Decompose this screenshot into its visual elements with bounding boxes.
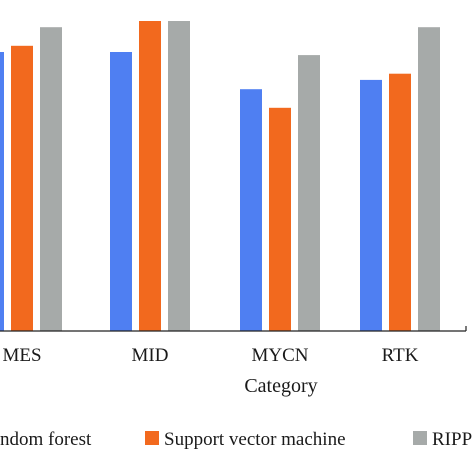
legend-label-series-1: ndom forest bbox=[0, 429, 92, 450]
legend-label-series-2: Support vector machine bbox=[164, 429, 346, 450]
bar-mycn-series-2 bbox=[269, 107, 291, 331]
x-axis-label: Category bbox=[244, 375, 317, 397]
bar-mes-series-3 bbox=[40, 27, 62, 331]
bar-rtk-series-3 bbox=[418, 27, 440, 331]
legend: ndom forest Support vector machine RIPP bbox=[0, 429, 472, 450]
x-tick-labels: MES MID MYCN RTK bbox=[2, 345, 418, 366]
bar-mes-series-1 bbox=[0, 52, 4, 331]
x-tick-label-mes: MES bbox=[2, 345, 41, 366]
bars-group bbox=[0, 21, 440, 332]
bar-mycn-series-3 bbox=[298, 55, 320, 331]
x-tick-label-mid: MID bbox=[132, 345, 169, 366]
bar-rtk-series-1 bbox=[360, 79, 382, 332]
legend-label-series-3: RIPP bbox=[432, 429, 472, 450]
bar-mid-series-1 bbox=[110, 52, 132, 331]
bar-rtk-series-2 bbox=[389, 73, 411, 331]
bar-mes-series-2 bbox=[11, 45, 33, 332]
x-tick-label-mycn: MYCN bbox=[251, 345, 308, 366]
bar-mid-series-2 bbox=[139, 21, 161, 331]
legend-swatch-series-3 bbox=[413, 431, 427, 445]
bar-mycn-series-1 bbox=[240, 89, 262, 331]
bar-mid-series-3 bbox=[168, 21, 190, 331]
legend-swatch-series-2 bbox=[145, 431, 159, 445]
x-tick-label-rtk: RTK bbox=[382, 345, 419, 366]
